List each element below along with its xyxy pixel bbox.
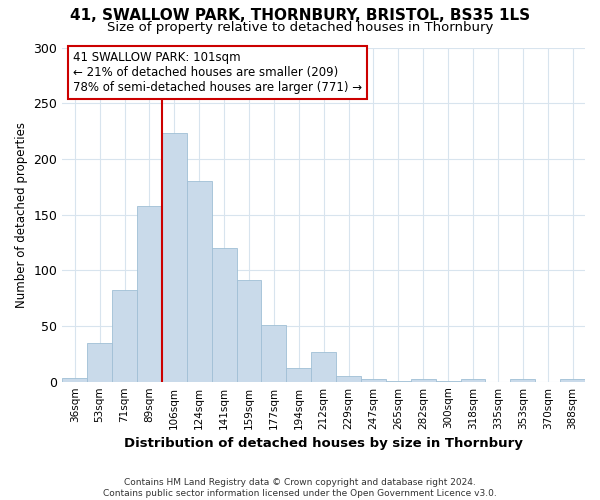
- Bar: [511, 380, 535, 382]
- Bar: [162, 134, 187, 382]
- Bar: [212, 248, 236, 382]
- Bar: [262, 325, 286, 382]
- Y-axis label: Number of detached properties: Number of detached properties: [15, 122, 28, 308]
- Bar: [137, 206, 162, 382]
- Bar: [87, 342, 112, 382]
- Bar: [386, 380, 411, 382]
- Bar: [112, 290, 137, 382]
- Bar: [461, 380, 485, 382]
- Bar: [436, 380, 461, 382]
- Text: Size of property relative to detached houses in Thornbury: Size of property relative to detached ho…: [107, 21, 493, 34]
- Bar: [311, 352, 336, 382]
- Bar: [336, 376, 361, 382]
- X-axis label: Distribution of detached houses by size in Thornbury: Distribution of detached houses by size …: [124, 437, 523, 450]
- Bar: [236, 280, 262, 382]
- Bar: [560, 380, 585, 382]
- Bar: [187, 181, 212, 382]
- Text: 41, SWALLOW PARK, THORNBURY, BRISTOL, BS35 1LS: 41, SWALLOW PARK, THORNBURY, BRISTOL, BS…: [70, 8, 530, 22]
- Bar: [411, 380, 436, 382]
- Bar: [62, 378, 87, 382]
- Text: Contains HM Land Registry data © Crown copyright and database right 2024.
Contai: Contains HM Land Registry data © Crown c…: [103, 478, 497, 498]
- Bar: [361, 380, 386, 382]
- Text: 41 SWALLOW PARK: 101sqm
← 21% of detached houses are smaller (209)
78% of semi-d: 41 SWALLOW PARK: 101sqm ← 21% of detache…: [73, 51, 362, 94]
- Bar: [286, 368, 311, 382]
